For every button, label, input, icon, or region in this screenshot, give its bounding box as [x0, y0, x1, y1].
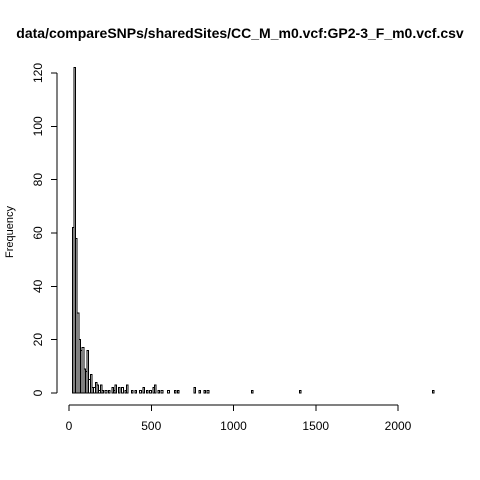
histogram-bar [198, 389, 202, 394]
histogram-bar [160, 389, 164, 394]
histogram-bar [432, 389, 435, 394]
histogram-bar [139, 389, 142, 394]
histogram-bars [71, 67, 435, 394]
histogram-bar [99, 384, 103, 394]
y-axis: 0 20 40 60 80 100 120 [31, 63, 58, 396]
histogram-bar [167, 389, 170, 394]
histogram-bar [73, 67, 77, 394]
histogram-bar [104, 389, 108, 394]
histogram-bar [86, 349, 90, 394]
histogram-bar [114, 384, 118, 394]
y-tick-label: 40 [31, 279, 45, 293]
histogram-bar [157, 389, 160, 394]
x-axis: 0 500 1000 1500 2000 [66, 404, 412, 433]
histogram-bar [101, 389, 105, 394]
histogram-bar [134, 389, 137, 394]
y-tick-label: 120 [31, 63, 45, 83]
x-tick-label: 0 [66, 419, 73, 433]
histogram-bar [89, 373, 93, 394]
x-tick-label: 2000 [385, 419, 412, 433]
histogram-bar [298, 389, 302, 394]
histogram-bar [142, 387, 146, 394]
histogram-bar [131, 389, 134, 394]
histogram-bar [251, 389, 254, 394]
y-tick-label: 20 [31, 333, 45, 347]
x-tick-label: 1000 [220, 419, 247, 433]
histogram-bar [145, 389, 149, 394]
histogram-bar [107, 389, 111, 394]
histogram-bar [173, 389, 177, 394]
histogram-bar [177, 389, 180, 394]
chart-title: data/compareSNPs/sharedSites/CC_M_m0.vcf… [16, 25, 464, 41]
histogram-bar [154, 384, 157, 394]
histogram-bar [149, 389, 152, 394]
histogram-bar [96, 384, 100, 394]
histogram-bar [117, 387, 121, 394]
y-axis-label: Frequency [4, 206, 16, 258]
x-tick-label: 1500 [302, 419, 329, 433]
y-tick-label: 100 [31, 116, 45, 136]
histogram-bar [126, 384, 129, 394]
histogram-bar [203, 389, 207, 394]
histogram-bar [206, 389, 210, 394]
y-tick-label: 80 [31, 173, 45, 187]
x-tick-label: 500 [141, 419, 161, 433]
y-tick-label: 60 [31, 226, 45, 240]
y-tick-label: 0 [31, 389, 45, 396]
histogram-bar [121, 387, 124, 394]
histogram-bar [193, 387, 197, 394]
